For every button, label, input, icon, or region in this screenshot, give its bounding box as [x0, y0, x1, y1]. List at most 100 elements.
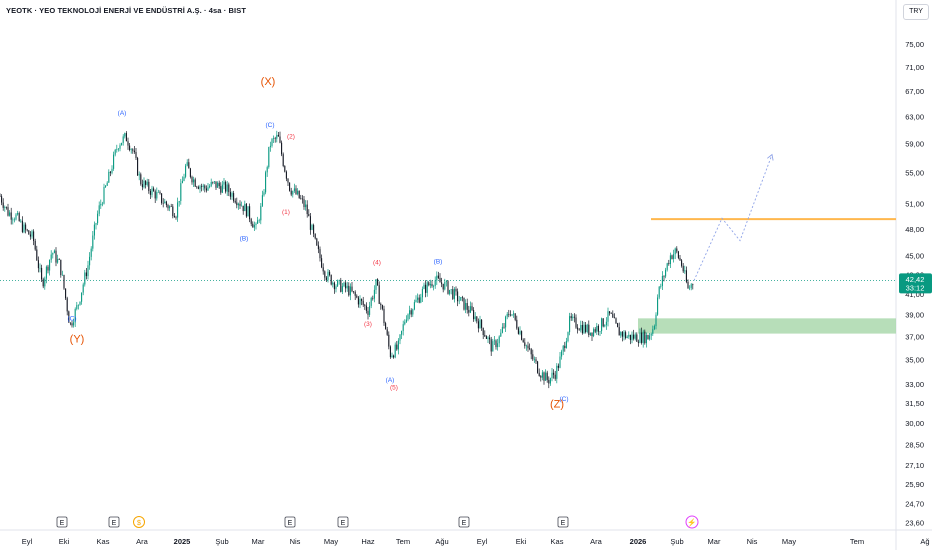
y-tick-label: 27,10 — [905, 461, 924, 470]
candle-body — [52, 253, 54, 255]
candle-body — [594, 329, 596, 332]
price-tag-countdown: 33:12 — [906, 283, 925, 292]
candle-body — [609, 311, 611, 314]
candle-body — [9, 212, 11, 216]
candle-body — [73, 322, 75, 326]
candle-body — [484, 334, 486, 337]
candle-body — [397, 340, 399, 350]
candle-body — [213, 181, 215, 183]
candle-body — [500, 332, 502, 337]
wave-label: (C) — [559, 396, 568, 403]
candle-body — [297, 190, 299, 195]
candle-body — [137, 157, 139, 176]
lightning-icon — [685, 515, 699, 529]
candle-body — [524, 342, 526, 347]
candle-body — [423, 284, 425, 289]
candle-body — [223, 181, 225, 185]
candle-body — [636, 334, 638, 342]
currency-selector[interactable]: TRY — [903, 4, 929, 20]
candle-body — [103, 186, 105, 204]
earnings-icon — [284, 516, 296, 528]
candle-body — [474, 316, 476, 320]
candle-body — [231, 193, 233, 197]
candle-body — [244, 203, 246, 212]
candle-body — [679, 257, 681, 261]
candle-body — [258, 220, 260, 221]
candle-body — [343, 282, 345, 287]
x-tick-label: 2025 — [174, 537, 191, 546]
candle-body — [581, 324, 583, 334]
wave-label: (3) — [364, 321, 372, 328]
candle-body — [0, 196, 1, 197]
candle-body — [625, 332, 627, 339]
candle-body — [593, 329, 595, 337]
candle-body — [673, 254, 675, 259]
candle-body — [519, 331, 521, 334]
candle-body — [577, 327, 579, 330]
candle-body — [628, 334, 630, 337]
candle-body — [607, 311, 609, 322]
candle-body — [516, 319, 518, 329]
candle-body — [161, 193, 163, 203]
candle-body — [245, 203, 247, 217]
candle-body — [396, 344, 398, 350]
candle-body — [269, 145, 271, 147]
candle-body — [482, 327, 484, 335]
candle-body — [583, 324, 585, 334]
candle-body — [553, 372, 555, 375]
candle-body — [74, 309, 76, 323]
candle-body — [353, 291, 355, 292]
earnings-icon-label: E — [60, 520, 65, 527]
candle-body — [602, 318, 604, 327]
candle-body — [572, 316, 574, 319]
candle-body — [289, 182, 291, 191]
candle-body — [674, 248, 676, 255]
y-tick-label: 28,50 — [905, 440, 924, 449]
x-tick-label: Eyl — [477, 537, 488, 546]
candle-body — [274, 138, 276, 139]
candle-body — [575, 317, 577, 328]
candle-body — [665, 269, 667, 277]
candle-body — [221, 184, 223, 193]
candle-body — [295, 188, 297, 195]
candle-body — [420, 297, 422, 303]
candle-body — [111, 168, 113, 173]
candle-body — [514, 313, 516, 320]
candle-body — [45, 266, 47, 279]
candle-body — [573, 316, 575, 318]
candle-body — [417, 297, 419, 300]
candle-body — [141, 184, 143, 188]
candle-body — [218, 182, 220, 187]
candle-body — [255, 223, 257, 226]
candle-body — [613, 317, 615, 319]
candle-body — [535, 359, 537, 362]
y-tick-label: 55,00 — [905, 168, 924, 177]
candle-body — [604, 325, 606, 327]
degree-label: (Z) — [550, 398, 564, 410]
candle-body — [26, 229, 28, 231]
candle-body — [690, 284, 692, 288]
x-tick-label: Haz — [361, 537, 375, 546]
candle-body — [442, 283, 444, 290]
candle-body — [5, 206, 7, 208]
candle-body — [666, 263, 668, 270]
y-tick-label: 24,70 — [905, 500, 924, 509]
candle-body — [226, 184, 228, 192]
x-tick-label: Ağ — [920, 537, 929, 546]
candle-body — [468, 309, 470, 313]
wave-label: (4) — [373, 259, 381, 266]
candle-body — [37, 260, 39, 269]
candle-body — [545, 372, 547, 381]
candle-body — [687, 281, 689, 289]
candle-body — [447, 281, 449, 294]
x-tick-label: Nis — [747, 537, 758, 546]
candle-body — [439, 277, 441, 283]
y-tick-label: 39,00 — [905, 311, 924, 320]
candle-body — [281, 142, 283, 155]
candle-body — [410, 310, 412, 315]
candle-body — [273, 138, 275, 139]
candle-body — [361, 299, 363, 301]
candle-body — [490, 339, 492, 352]
candle-body — [18, 213, 20, 222]
